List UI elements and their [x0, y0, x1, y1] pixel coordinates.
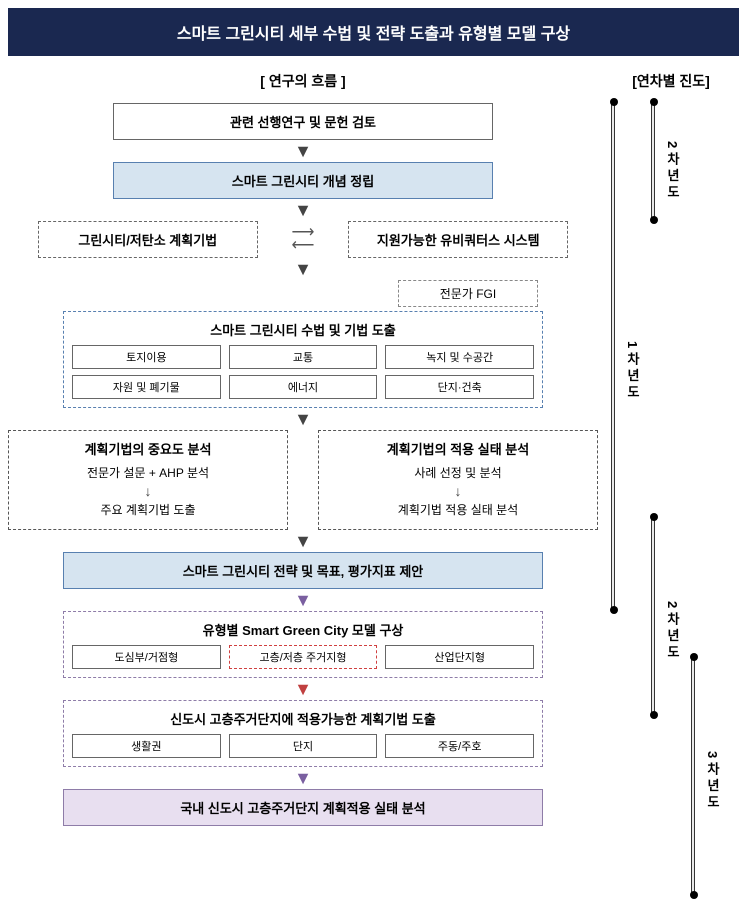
model-row: 도심부/거점형 고층/저층 주거지형 산업단지형 — [72, 645, 534, 669]
page-title: 스마트 그린시티 세부 수법 및 전략 도출과 유형별 모델 구상 — [8, 8, 739, 56]
flow-column: [ 연구의 흐름 ] 관련 선행연구 및 문헌 검토 ▼ 스마트 그린시티 개념… — [8, 71, 598, 826]
progress-column: [연차별 진도] 1 차 년 도 2 차 년 도 2 차 년 도 3 차 년 도 — [606, 71, 736, 826]
arrow-down-icon: ↓ — [17, 484, 279, 498]
dot-icon — [690, 891, 698, 899]
item-residential-type: 고층/저층 주거지형 — [229, 645, 378, 669]
item-living-zone: 생활권 — [72, 734, 221, 758]
box-newtown-methods: 신도시 고층주거단지에 적용가능한 계획기법 도출 생활권 단지 주동/주호 — [63, 700, 543, 767]
bidirectional-arrow-icon: ⟶⟵ — [292, 227, 315, 253]
importance-step2: 주요 계획기법 도출 — [17, 501, 279, 518]
arrow-down-icon: ▼ — [8, 260, 598, 278]
box-concept-definition: 스마트 그린시티 개념 정립 — [113, 162, 493, 199]
box-expert-fgi: 전문가 FGI — [398, 280, 538, 307]
importance-title: 계획기법의 중요도 분석 — [17, 439, 279, 458]
arrow-down-icon: ▼ — [8, 532, 598, 550]
item-industrial-type: 산업단지형 — [385, 645, 534, 669]
methods-row2: 자원 및 폐기물 에너지 단지·건축 — [72, 375, 534, 399]
application-title: 계획기법의 적용 실태 분석 — [327, 439, 589, 458]
year2-bar-bottom — [651, 516, 655, 716]
box-methods-derivation: 스마트 그린시티 수법 및 기법 도출 토지이용 교통 녹지 및 수공간 자원 … — [63, 311, 543, 408]
item-complex2: 단지 — [229, 734, 378, 758]
year3-label: 3 차 년 도 — [703, 751, 722, 808]
methods-title: 스마트 그린시티 수법 및 기법 도출 — [72, 320, 534, 339]
dot-icon — [650, 216, 658, 224]
dot-icon — [650, 98, 658, 106]
box-application-analysis: 계획기법의 적용 실태 분석 사례 선정 및 분석 ↓ 계획기법 적용 실태 분… — [318, 430, 598, 530]
year2-bar-top — [651, 101, 655, 221]
item-unit: 주동/주호 — [385, 734, 534, 758]
dot-icon — [610, 98, 618, 106]
analysis-split: 계획기법의 중요도 분석 전문가 설문 + AHP 분석 ↓ 주요 계획기법 도… — [8, 430, 598, 530]
importance-step1: 전문가 설문 + AHP 분석 — [17, 464, 279, 481]
dot-icon — [690, 653, 698, 661]
model-title: 유형별 Smart Green City 모델 구상 — [72, 620, 534, 639]
arrow-down-icon: ▼ — [8, 769, 598, 787]
box-strategy-proposal: 스마트 그린시티 전략 및 목표, 평가지표 제안 — [63, 552, 543, 589]
year2-label-bottom: 2 차 년 도 — [663, 601, 682, 658]
item-downtown-type: 도심부/거점형 — [72, 645, 221, 669]
year1-bar — [611, 101, 615, 611]
year2-label-top: 2 차 년 도 — [663, 141, 682, 198]
item-energy: 에너지 — [229, 375, 378, 399]
flow-header: [ 연구의 흐름 ] — [8, 71, 598, 91]
box-domestic-analysis: 국내 신도시 고층주거단지 계획적용 실태 분석 — [63, 789, 543, 826]
item-landuse: 토지이용 — [72, 345, 221, 369]
main-container: [ 연구의 흐름 ] 관련 선행연구 및 문헌 검토 ▼ 스마트 그린시티 개념… — [8, 71, 739, 826]
item-waste: 자원 및 폐기물 — [72, 375, 221, 399]
dot-icon — [650, 513, 658, 521]
progress-header: [연차별 진도] — [606, 71, 736, 91]
item-transport: 교통 — [229, 345, 378, 369]
arrow-down-icon: ▼ — [8, 591, 598, 609]
box-model-types: 유형별 Smart Green City 모델 구상 도심부/거점형 고층/저층… — [63, 611, 543, 678]
arrow-down-icon: ▼ — [8, 680, 598, 698]
methods-row1: 토지이용 교통 녹지 및 수공간 — [72, 345, 534, 369]
application-step1: 사례 선정 및 분석 — [327, 464, 589, 481]
box-greencity-tech: 그린시티/저탄소 계획기법 — [38, 221, 258, 258]
newtown-title: 신도시 고층주거단지에 적용가능한 계획기법 도출 — [72, 709, 534, 728]
year3-bar — [691, 656, 695, 896]
newtown-row: 생활권 단지 주동/주호 — [72, 734, 534, 758]
item-green-water: 녹지 및 수공간 — [385, 345, 534, 369]
dot-icon — [610, 606, 618, 614]
dot-icon — [650, 711, 658, 719]
item-complex: 단지·건축 — [385, 375, 534, 399]
arrow-down-icon: ▼ — [8, 410, 598, 428]
box-literature-review: 관련 선행연구 및 문헌 검토 — [113, 103, 493, 140]
arrow-down-icon: ▼ — [8, 201, 598, 219]
bidirectional-row: 그린시티/저탄소 계획기법 ⟶⟵ 지원가능한 유비쿼터스 시스템 — [8, 221, 598, 258]
box-importance-analysis: 계획기법의 중요도 분석 전문가 설문 + AHP 분석 ↓ 주요 계획기법 도… — [8, 430, 288, 530]
arrow-down-icon: ↓ — [327, 484, 589, 498]
year1-label: 1 차 년 도 — [623, 341, 642, 398]
arrow-down-icon: ▼ — [8, 142, 598, 160]
box-ubiquitous-system: 지원가능한 유비쿼터스 시스템 — [348, 221, 568, 258]
application-step2: 계획기법 적용 실태 분석 — [327, 501, 589, 518]
